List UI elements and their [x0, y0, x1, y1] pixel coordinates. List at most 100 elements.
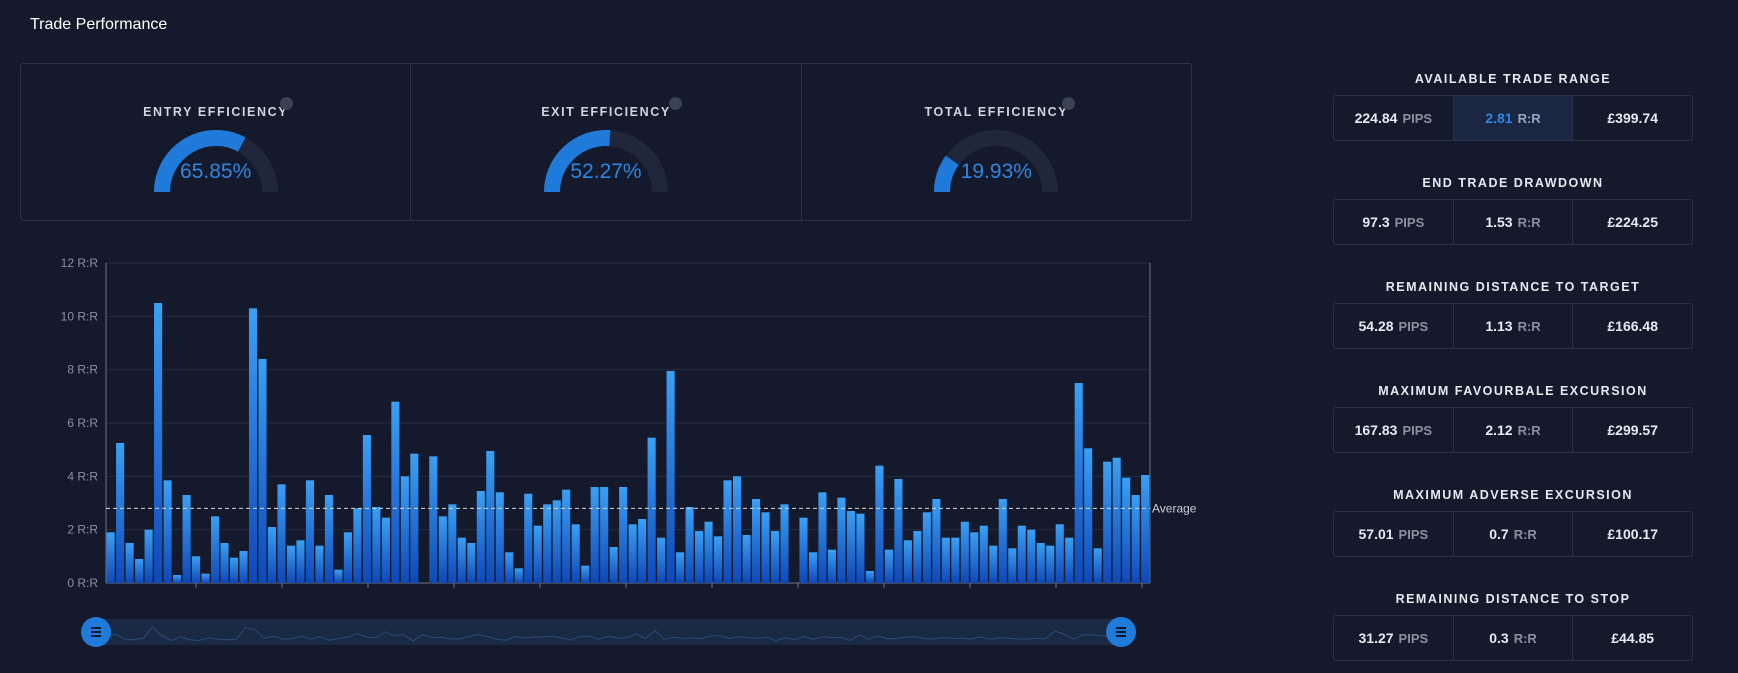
chart-bar[interactable]: [1093, 548, 1102, 583]
info-icon[interactable]: [280, 97, 293, 110]
scroller-right-handle[interactable]: [1106, 617, 1136, 647]
chart-bar[interactable]: [1027, 529, 1036, 583]
chart-bar[interactable]: [827, 549, 836, 583]
chart-bar[interactable]: [229, 557, 239, 583]
chart-bar[interactable]: [875, 465, 884, 583]
scroller-left-handle[interactable]: [81, 617, 111, 647]
chart-bar[interactable]: [657, 537, 666, 583]
chart-bar[interactable]: [1103, 461, 1112, 583]
chart-scroller[interactable]: [96, 619, 1130, 645]
chart-bar[interactable]: [1046, 545, 1055, 583]
info-icon[interactable]: [1061, 97, 1075, 110]
chart-bar[interactable]: [116, 443, 125, 583]
chart-bar[interactable]: [495, 492, 504, 583]
chart-bar[interactable]: [315, 545, 324, 583]
chart-bar[interactable]: [154, 303, 163, 583]
chart-bar[interactable]: [211, 516, 220, 583]
chart-bar[interactable]: [571, 524, 580, 583]
chart-bar[interactable]: [1112, 457, 1121, 583]
chart-bar[interactable]: [381, 517, 390, 583]
chart-bar[interactable]: [951, 537, 960, 583]
chart-bar[interactable]: [837, 497, 846, 583]
chart-bar[interactable]: [400, 476, 409, 583]
chart-bar[interactable]: [685, 507, 694, 583]
chart-bar[interactable]: [286, 545, 296, 583]
chart-bar[interactable]: [144, 529, 153, 583]
chart-bar[interactable]: [903, 540, 912, 583]
chart-bar[interactable]: [770, 531, 780, 583]
chart-bar[interactable]: [476, 491, 485, 583]
chart-bar[interactable]: [932, 499, 941, 583]
chart-bar[interactable]: [1122, 477, 1131, 583]
chart-bar[interactable]: [1017, 525, 1026, 583]
chart-bar[interactable]: [799, 517, 808, 583]
chart-bar[interactable]: [780, 504, 789, 583]
chart-bar[interactable]: [704, 521, 713, 583]
chart-bar[interactable]: [524, 493, 533, 583]
chart-bar[interactable]: [666, 371, 675, 583]
chart-bar[interactable]: [277, 484, 286, 583]
chart-bar[interactable]: [960, 521, 969, 583]
chart-bar[interactable]: [818, 492, 827, 583]
chart-bar[interactable]: [514, 568, 523, 583]
chart-bar[interactable]: [751, 499, 761, 583]
chart-bar[interactable]: [846, 511, 855, 583]
chart-bar[interactable]: [1065, 537, 1074, 583]
chart-bar[interactable]: [913, 531, 922, 583]
chart-bar[interactable]: [941, 537, 950, 583]
chart-bar[interactable]: [894, 479, 903, 583]
chart-bar[interactable]: [533, 525, 542, 583]
chart-bar[interactable]: [296, 540, 305, 583]
chart-bar[interactable]: [163, 480, 172, 583]
chart-bar[interactable]: [201, 573, 210, 583]
chart-bar[interactable]: [429, 456, 438, 583]
chart-bar[interactable]: [467, 543, 476, 583]
chart-bar[interactable]: [695, 531, 704, 583]
chart-bar[interactable]: [438, 516, 447, 583]
chart-bar[interactable]: [562, 489, 571, 583]
chart-bar[interactable]: [628, 524, 637, 583]
chart-bar[interactable]: [884, 549, 893, 583]
chart-bar[interactable]: [581, 565, 590, 583]
chart-bar[interactable]: [998, 499, 1007, 583]
chart-bar[interactable]: [552, 500, 561, 583]
chart-bar[interactable]: [1131, 495, 1140, 583]
chart-bar[interactable]: [125, 543, 134, 583]
chart-bar[interactable]: [448, 504, 457, 583]
chart-bar[interactable]: [609, 547, 618, 583]
chart-bar[interactable]: [742, 535, 751, 583]
chart-bar[interactable]: [220, 543, 229, 583]
chart-bar[interactable]: [334, 569, 343, 583]
chart-bar[interactable]: [192, 556, 201, 583]
chart-bar[interactable]: [1055, 524, 1064, 583]
chart-bar[interactable]: [391, 401, 400, 583]
chart-bar[interactable]: [182, 495, 191, 583]
chart-bar[interactable]: [362, 435, 371, 583]
chart-bar[interactable]: [1008, 548, 1017, 583]
chart-bar[interactable]: [173, 575, 182, 583]
chart-bar[interactable]: [372, 507, 381, 583]
chart-bar[interactable]: [600, 487, 609, 583]
chart-bar[interactable]: [970, 532, 979, 583]
chart-bar[interactable]: [1141, 475, 1150, 583]
chart-bar[interactable]: [714, 536, 723, 583]
chart-bar[interactable]: [410, 453, 419, 583]
chart-bar[interactable]: [1036, 543, 1045, 583]
chart-bar[interactable]: [267, 527, 277, 583]
chart-bar[interactable]: [761, 512, 770, 583]
chart-bar[interactable]: [305, 480, 314, 583]
chart-bar[interactable]: [723, 480, 732, 583]
chart-bar[interactable]: [590, 487, 599, 583]
chart-bar[interactable]: [638, 519, 647, 583]
chart-bar[interactable]: [343, 532, 352, 583]
chart-bar[interactable]: [922, 512, 931, 583]
info-icon[interactable]: [669, 97, 683, 110]
chart-bar[interactable]: [856, 513, 865, 583]
chart-bar[interactable]: [733, 476, 742, 583]
chart-bar[interactable]: [505, 552, 514, 583]
chart-bar[interactable]: [258, 359, 267, 583]
chart-bar[interactable]: [248, 308, 258, 583]
chart-bar[interactable]: [353, 508, 362, 583]
chart-bar[interactable]: [543, 504, 552, 583]
chart-bar[interactable]: [1074, 383, 1083, 583]
